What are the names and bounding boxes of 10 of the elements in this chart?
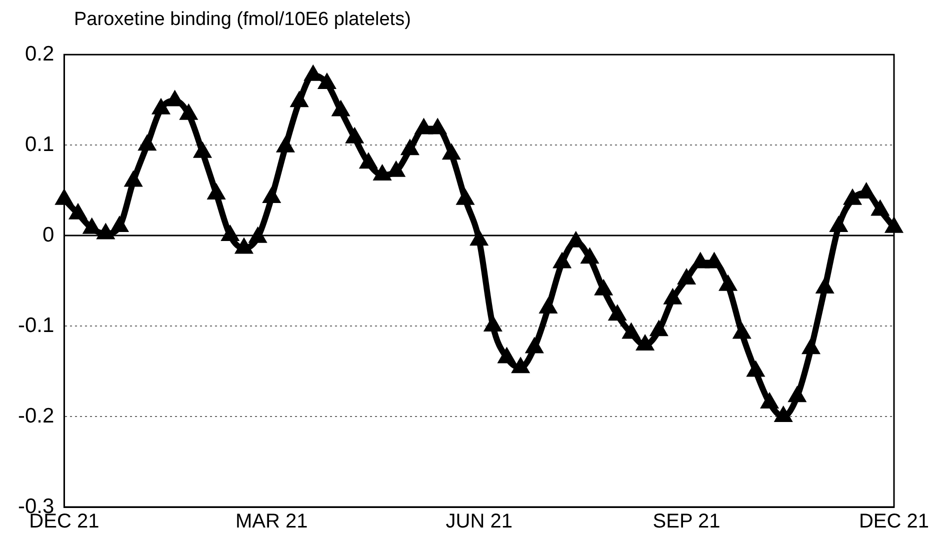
y-tick-label: -0.1 — [18, 314, 54, 337]
y-tick-label: -0.2 — [18, 404, 54, 428]
y-tick-label: 0 — [42, 223, 54, 246]
y-tick-label: 0.1 — [24, 132, 54, 156]
y-axis-title: Paroxetine binding (fmol/10E6 platelets) — [74, 8, 412, 32]
y-tick-label: 0.2 — [24, 42, 54, 66]
x-tick-label: SEP 21 — [652, 510, 720, 533]
x-tick-label: JUN 21 — [446, 510, 512, 533]
x-tick-label: MAR 21 — [236, 510, 308, 533]
x-tick-label: DEC 21 — [858, 510, 930, 533]
